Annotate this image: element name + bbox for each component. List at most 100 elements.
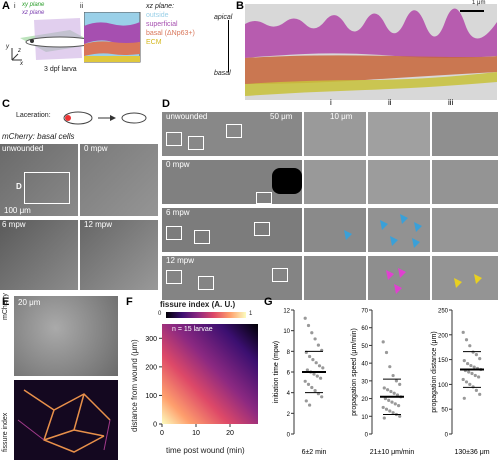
fissure-colorbar-title: fissure index (A. U.) xyxy=(160,300,236,309)
g-ytick-label: 12 xyxy=(283,309,290,315)
g-data-point xyxy=(389,389,393,394)
blue-arrowheads xyxy=(380,214,422,248)
g-ytick-label: 70 xyxy=(361,309,368,315)
roi-box xyxy=(166,270,182,284)
g-ytick-label: 6 xyxy=(287,371,291,377)
panel-c-0mpw-image xyxy=(80,144,158,216)
g-data-point xyxy=(308,354,312,359)
f-xtick-label: 20 xyxy=(226,430,234,437)
roi-box xyxy=(226,124,242,138)
g-data-point xyxy=(382,416,386,420)
g-ytick-label: 20 xyxy=(361,397,368,403)
apical-label: apical xyxy=(214,14,233,21)
panel-c-roi-label: D xyxy=(16,182,22,191)
g-ytick-label: 30 xyxy=(361,379,368,385)
colorbar-min: 0 xyxy=(158,311,162,317)
f-xtick-label: 0 xyxy=(160,430,164,437)
zoom-iii-0mpw xyxy=(432,160,498,204)
g-data-point xyxy=(310,331,314,335)
zoom-ii-unwounded xyxy=(368,112,430,156)
panel-label-g: G xyxy=(264,296,273,308)
panel-f-ylabel: distance from wound (μm) xyxy=(130,339,139,432)
panel-e-mcherry-image xyxy=(14,296,118,376)
roi-box xyxy=(194,230,210,244)
roi-box xyxy=(198,276,214,290)
g-data-point xyxy=(478,357,482,361)
g-data-point xyxy=(387,398,391,402)
g-ytick-label: 8 xyxy=(287,350,291,356)
g-data-point xyxy=(312,372,316,376)
g-data-point xyxy=(381,405,385,410)
panel-c-label-6mpw: 6 mpw xyxy=(2,220,26,229)
panel-e-fissure-label: fissure index xyxy=(2,412,9,452)
g-ytick-label: 10 xyxy=(361,415,368,421)
f-ytick-label: 200 xyxy=(145,364,157,371)
g-data-point xyxy=(321,366,325,370)
g-ytick-label: 60 xyxy=(361,326,368,332)
panel-c-6mpw-image xyxy=(0,220,78,290)
g-data-point xyxy=(314,361,318,365)
g-ytick-label: 250 xyxy=(438,309,449,315)
xz-plane-label: xz plane xyxy=(22,10,45,16)
legend-ecm: ECM xyxy=(146,39,162,46)
zoom-i-unwounded xyxy=(304,112,366,156)
g-ylabel: propagation speed (μm/min) xyxy=(351,328,358,416)
roi-box xyxy=(166,226,182,240)
legend-basal: basal (ΔNp63+) xyxy=(146,30,195,37)
g-data-point xyxy=(394,379,398,383)
magenta-arrowheads xyxy=(386,268,406,294)
g-data-point xyxy=(464,338,469,342)
axis-y-label: y xyxy=(6,44,9,50)
panel-c-scale-text: 100 μm xyxy=(4,206,31,215)
g-data-point xyxy=(462,358,466,363)
axis-x-label: x xyxy=(20,61,23,67)
n-larvae-label: n = 15 larvae xyxy=(172,326,213,333)
g-data-point xyxy=(461,377,465,382)
panel-d-col-ii: ii xyxy=(388,98,392,107)
roi-box xyxy=(166,132,182,146)
g-data-point xyxy=(388,409,392,413)
zoom-ii-12mpw xyxy=(368,256,430,300)
g-data-point xyxy=(308,403,312,407)
g-data-point xyxy=(391,411,395,415)
g-data-point xyxy=(313,389,317,393)
panel-e-mcherry-label: mCherry xyxy=(2,293,9,320)
wound-region xyxy=(272,168,302,194)
yellow-arrowheads xyxy=(454,274,482,288)
g-data-point xyxy=(386,388,390,392)
g-data-point xyxy=(306,323,311,328)
apical-basal-arrow xyxy=(228,20,229,72)
g-data-point xyxy=(468,382,472,386)
g-data-point xyxy=(388,365,392,369)
panel-label-c: C xyxy=(2,98,10,110)
g-ytick-label: 0 xyxy=(365,433,369,439)
g-data-point xyxy=(464,380,469,384)
g-data-point xyxy=(310,385,314,390)
panel-d-scale-main: 50 μm xyxy=(270,112,293,121)
zoom-i-0mpw xyxy=(304,160,366,204)
zoom-ii-6mpw xyxy=(368,208,430,252)
panel-d-main-6mpw xyxy=(162,208,302,252)
f-ytick-label: 100 xyxy=(145,393,157,400)
panel-d-scale-zoom: 10 μm xyxy=(330,112,353,121)
g-data-point xyxy=(397,404,401,408)
larva-caption: 3 dpf larva xyxy=(44,66,77,73)
panel-c-unwounded-image xyxy=(0,144,78,216)
g-summary-label: 6±2 min xyxy=(302,449,327,456)
panel-d-main-12mpw xyxy=(162,256,302,300)
g-ylabel: propagation distance (μm) xyxy=(431,331,438,412)
g-data-point xyxy=(474,353,478,357)
xy-plane-label: xy plane xyxy=(22,2,45,8)
g-data-point xyxy=(317,364,322,368)
roi-box xyxy=(188,136,204,150)
zoom-i-12mpw xyxy=(304,256,366,300)
panel-f-xlabel: time post wound (min) xyxy=(166,446,245,455)
panel-c-title: mCherry: basal cells xyxy=(2,132,75,141)
legend-outside: outside xyxy=(146,12,169,19)
g-data-point xyxy=(303,379,307,383)
colorbar-max: 1 xyxy=(249,311,253,317)
f-ytick-label: 300 xyxy=(145,336,157,343)
g-data-point xyxy=(381,340,385,344)
g-data-point xyxy=(306,382,311,386)
g-data-point xyxy=(393,402,397,406)
